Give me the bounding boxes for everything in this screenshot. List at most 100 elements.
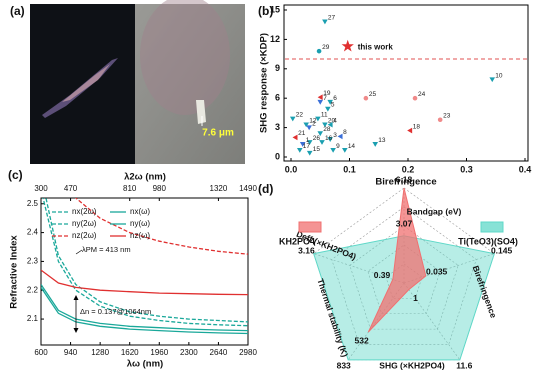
rod [196, 100, 206, 124]
radar-area [367, 187, 427, 333]
radar-ring [331, 206, 477, 345]
point-label: 18 [413, 123, 421, 130]
point-label: 24 [418, 91, 426, 98]
axis-title: Bandgap (eV) [407, 206, 462, 216]
blur [140, 0, 230, 115]
x-tick-label: 940 [64, 348, 78, 357]
point [322, 122, 328, 128]
point-label: 15 [313, 146, 321, 153]
legend-label: ny(2ω) [72, 219, 97, 228]
axis-title: SHG (×KH2PO4) [379, 360, 445, 370]
point-label: 21 [298, 130, 306, 137]
point-label: 4 [333, 117, 337, 124]
value-label: 3.07 [396, 219, 413, 229]
point-label: 29 [322, 44, 330, 51]
series-line [45, 198, 248, 323]
point [316, 48, 322, 54]
point [327, 99, 333, 105]
legend-label: nz(2ω) [72, 231, 97, 240]
radar-ring [313, 187, 495, 361]
plot-frame [40, 197, 249, 346]
radar-area [312, 235, 496, 361]
point-label: 28 [323, 126, 331, 133]
series-line [41, 287, 248, 335]
y-tick-label: 2.5 [27, 199, 39, 208]
x2-tick-label: 810 [123, 184, 137, 193]
panel-label: (c) [8, 168, 23, 182]
annotation: λPM = 413 nm [82, 245, 131, 254]
point [289, 116, 296, 122]
point [292, 134, 298, 141]
point [319, 140, 325, 145]
panel-label: (a) [10, 4, 25, 18]
y-tick-label: 2.1 [27, 314, 39, 323]
x2-tick-label: 1490 [239, 184, 257, 193]
point [306, 140, 313, 145]
point [315, 116, 321, 122]
point [407, 127, 413, 134]
point [303, 122, 310, 128]
legend-label: ny(ω) [130, 219, 150, 228]
annotation-arrow [75, 249, 83, 255]
point-label: 14 [348, 143, 356, 150]
point [437, 117, 443, 123]
point [299, 142, 306, 147]
point-label: 19 [323, 90, 331, 97]
value-label: 532 [355, 336, 369, 346]
panel-label: (b) [258, 4, 273, 18]
photo-panel: 7.6 μm (a) [10, 0, 245, 164]
y-tick-label: 3 [275, 122, 280, 132]
point-label: 5 [331, 102, 335, 109]
x-tick-label: 0.3 [460, 164, 473, 174]
point-label: 2 [312, 120, 316, 127]
value-label: 833 [337, 360, 351, 370]
point [327, 137, 333, 142]
point [363, 95, 369, 101]
point [322, 19, 328, 25]
x-tick-label: 1960 [150, 348, 168, 357]
annotation: Δn = 0.137@1064nm [80, 307, 151, 316]
x-tick-label: 0.1 [343, 164, 356, 174]
legend-swatch [298, 221, 322, 233]
point [317, 131, 324, 137]
arrow-head [73, 295, 79, 300]
x-tick-label: 0.0 [285, 164, 298, 174]
value-label: 3.16 [298, 246, 315, 256]
legend-swatch [480, 221, 504, 233]
point-label: 27 [328, 14, 336, 21]
series-line [42, 198, 248, 327]
x2-tick-label: 470 [64, 184, 78, 193]
point [489, 77, 496, 83]
y-tick-label: 15 [270, 4, 280, 14]
value-label: 0.035 [426, 267, 448, 277]
point-label: 8 [343, 129, 347, 136]
photo-gray [135, 4, 245, 164]
point [306, 150, 313, 156]
point [342, 147, 348, 153]
point-label: 10 [495, 72, 503, 79]
x-axis-title: Birefringence [375, 177, 436, 188]
photo-dark [30, 4, 135, 164]
point-label: 3 [333, 132, 337, 139]
radar-ring [367, 244, 441, 315]
point-label: 1 [306, 137, 310, 144]
panel-label: (d) [258, 182, 273, 196]
x2-axis-title: λ2ω (nm) [124, 172, 166, 183]
legend-label: KH2PO4 [279, 236, 315, 246]
x-tick-label: 2640 [210, 348, 228, 357]
x-tick-label: 0.2 [402, 164, 415, 174]
x-tick-label: 1280 [91, 348, 109, 357]
y-tick-label: 2.3 [27, 257, 39, 266]
plot-frame [283, 4, 529, 162]
point-label: 7 [323, 95, 327, 102]
lines [41, 198, 248, 335]
value-label: 1 [413, 293, 418, 303]
x-tick-label: 2980 [239, 348, 257, 357]
x2-tick-label: 980 [153, 184, 167, 193]
point-label: 9 [336, 143, 340, 150]
point-label: 13 [378, 137, 386, 144]
x-axis-title: λω (nm) [127, 359, 163, 370]
point-label: 11 [321, 111, 328, 118]
point-label: 6 [333, 95, 337, 102]
